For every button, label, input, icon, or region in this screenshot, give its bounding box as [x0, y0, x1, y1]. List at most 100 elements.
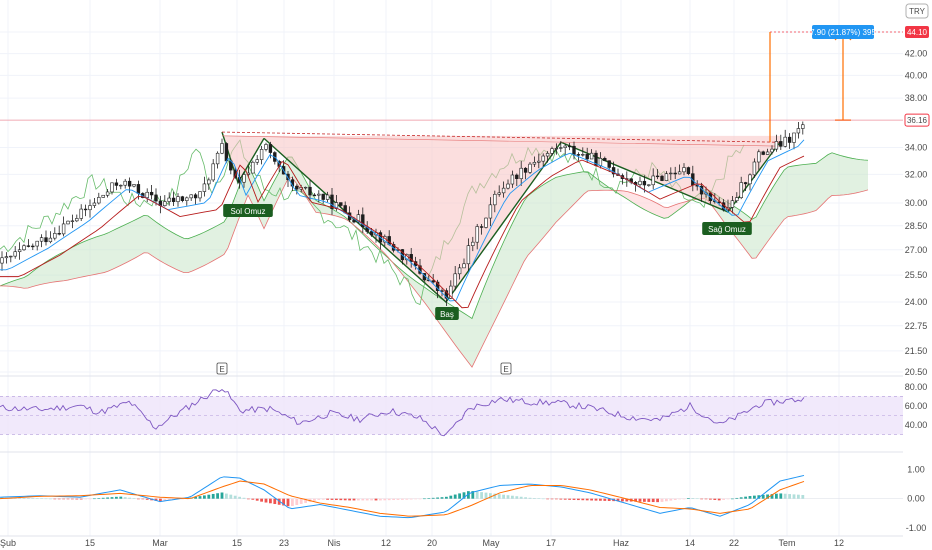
cloud-segment — [68, 247, 72, 281]
macd-histogram-bar — [295, 498, 299, 505]
macd-histogram-bar — [251, 498, 255, 500]
candle-body — [497, 192, 501, 195]
x-tick-9: 17 — [546, 538, 556, 548]
macd-histogram-bar — [779, 493, 783, 499]
candle-body — [510, 174, 515, 185]
macd-histogram-bar — [709, 498, 712, 500]
macd-histogram-bar — [511, 495, 514, 499]
macd-histogram-bar — [445, 496, 448, 499]
candle-body — [752, 161, 757, 176]
candle-body — [638, 180, 642, 185]
neckline — [221, 131, 781, 143]
macd-histogram-bar — [299, 498, 303, 504]
price-tick-12: 22.75 — [905, 321, 928, 331]
cloud-segment — [548, 179, 552, 233]
macd-histogram-bar — [370, 498, 373, 501]
measure-badge[interactable]: 7.90 (21.87%) 395 — [810, 25, 876, 39]
macd-histogram-bar — [101, 497, 105, 499]
macd-histogram-bar — [568, 498, 571, 500]
price-tick-9: 27.00 — [905, 245, 928, 255]
tenkan-sen — [0, 139, 805, 302]
candle-body — [295, 185, 299, 190]
candle-body — [149, 191, 154, 196]
candle-body — [462, 263, 466, 269]
cloud-segment — [156, 221, 160, 261]
cloud-segment — [584, 171, 588, 194]
cloud-segment — [520, 201, 524, 270]
cloud-segment — [580, 171, 584, 199]
macd-histogram-bar — [414, 498, 417, 500]
target-price-marker: 44.10 — [905, 26, 929, 39]
candle-body — [774, 141, 779, 150]
candle-body — [136, 184, 141, 194]
candle-body — [105, 191, 110, 196]
macd-histogram-bar — [462, 492, 466, 499]
macd-histogram-bar — [427, 498, 431, 499]
macd-histogram-bar — [396, 498, 400, 500]
macd-histogram-bar — [550, 498, 554, 500]
cloud-segment — [336, 211, 340, 218]
x-tick-3: 15 — [232, 538, 242, 548]
macd-histogram-bar — [563, 498, 567, 500]
macd-histogram-bar — [264, 498, 268, 503]
pattern-label-1: Baş — [440, 310, 454, 319]
candle-body — [330, 194, 334, 209]
price-tick-13: 21.50 — [905, 346, 928, 356]
cloud-segment — [812, 163, 816, 212]
neckline-2 — [221, 135, 781, 147]
candle-body — [44, 237, 48, 243]
macd-histogram-bar — [247, 498, 250, 500]
candle-body — [79, 208, 83, 219]
cloud-segment — [568, 173, 572, 211]
candle-body — [532, 162, 537, 165]
macd-histogram-bar — [405, 498, 409, 500]
candle-body — [515, 174, 519, 179]
cloud-segment — [660, 204, 664, 219]
x-tick-12: 22 — [729, 538, 739, 548]
candle-body — [61, 223, 66, 235]
candle-body — [361, 214, 365, 228]
current-price-label: 36.16 — [907, 116, 928, 125]
candle-body — [730, 200, 735, 208]
macd-histogram-bar — [57, 498, 61, 500]
candle-body — [31, 245, 35, 248]
macd-histogram-bar — [167, 498, 171, 501]
candle-body — [457, 267, 462, 275]
x-tick-1: 15 — [85, 538, 95, 548]
currency-badge[interactable]: TRY — [905, 3, 929, 19]
cloud-segment — [188, 237, 192, 273]
macd-histogram-bar — [678, 498, 681, 500]
cloud-segment — [784, 166, 788, 220]
candle-body — [541, 155, 545, 162]
macd-histogram-bar — [277, 498, 281, 505]
candle-body — [796, 128, 801, 134]
cloud-segment — [132, 219, 136, 260]
macd-histogram-bar — [93, 498, 96, 500]
cloud-segment — [836, 154, 840, 196]
macd-histogram-bar — [555, 498, 558, 500]
price-tick-11: 24.00 — [905, 297, 928, 307]
cloud-segment — [492, 258, 496, 327]
candle-body — [519, 167, 523, 179]
candle-body — [220, 143, 224, 154]
price-tick-2: 40.00 — [905, 70, 928, 80]
cloud-segment — [180, 236, 184, 273]
x-tick-7: 20 — [427, 538, 437, 548]
candle-body — [572, 145, 576, 155]
candle-body — [677, 171, 682, 175]
macd-histogram-bar — [84, 498, 87, 500]
macd-histogram-bar — [788, 494, 791, 499]
candle-body — [264, 144, 268, 150]
candle-body — [224, 143, 229, 162]
macd-histogram-bar — [647, 498, 651, 502]
cloud-segment — [504, 232, 508, 303]
candle-body — [88, 205, 92, 211]
macd-histogram-bar — [357, 498, 360, 501]
macd-histogram-bar — [88, 498, 92, 500]
candle-body — [576, 154, 581, 156]
macd-histogram-bar — [489, 493, 492, 499]
macd-histogram-bar — [229, 494, 233, 499]
cloud-segment — [120, 225, 124, 266]
earnings-marker-1: E — [503, 365, 508, 374]
